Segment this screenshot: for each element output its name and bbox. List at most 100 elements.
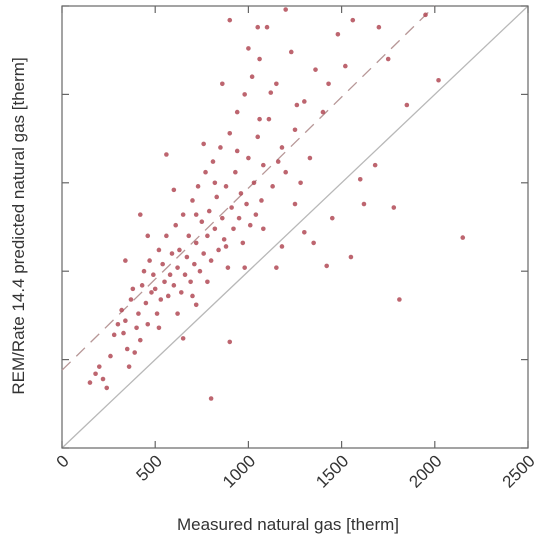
- data-point: [205, 279, 210, 285]
- data-point: [132, 350, 137, 355]
- y-axis-ticks: [62, 5, 528, 449]
- data-point: [348, 254, 354, 260]
- data-point: [126, 364, 132, 369]
- data-point: [201, 141, 206, 147]
- data-point: [87, 380, 93, 385]
- data-point: [177, 247, 182, 253]
- data-points: [87, 7, 466, 401]
- plot-frame: [61, 5, 529, 449]
- data-point: [147, 258, 152, 263]
- data-point: [160, 261, 165, 267]
- data-point: [145, 233, 151, 239]
- data-point: [223, 244, 229, 249]
- data-point: [108, 353, 113, 359]
- data-point: [229, 205, 234, 210]
- data-point: [255, 134, 261, 140]
- data-point: [242, 265, 247, 270]
- data-point: [292, 201, 298, 207]
- data-point: [268, 90, 274, 95]
- data-point: [249, 74, 255, 80]
- data-point: [96, 364, 102, 369]
- data-point: [123, 258, 128, 263]
- data-point: [335, 31, 341, 37]
- data-point: [343, 63, 348, 69]
- data-point: [175, 311, 180, 316]
- data-point: [220, 215, 225, 221]
- data-point: [302, 99, 307, 104]
- data-point: [274, 81, 279, 87]
- data-point: [350, 17, 356, 23]
- data-point: [234, 109, 240, 115]
- data-point: [257, 116, 262, 122]
- data-point: [261, 162, 266, 168]
- data-point: [279, 244, 285, 249]
- data-point: [292, 127, 298, 133]
- data-point: [225, 265, 231, 270]
- fit-line-dashed: [61, 5, 436, 371]
- data-point: [205, 233, 210, 239]
- data-point: [385, 56, 391, 62]
- data-point: [283, 7, 288, 12]
- data-point: [218, 145, 223, 150]
- data-point: [197, 268, 203, 274]
- data-point: [188, 279, 193, 285]
- data-point: [274, 265, 279, 270]
- data-point: [311, 240, 316, 246]
- data-point: [100, 376, 106, 382]
- data-point: [193, 302, 199, 308]
- data-point: [143, 300, 149, 306]
- data-point: [460, 235, 466, 240]
- data-point: [184, 254, 190, 260]
- data-point: [227, 17, 233, 23]
- data-point: [288, 49, 294, 55]
- data-point: [279, 145, 285, 150]
- data-point: [216, 247, 221, 253]
- data-point: [136, 311, 141, 316]
- data-point: [156, 247, 162, 253]
- data-point: [329, 215, 335, 221]
- data-point: [201, 251, 206, 256]
- data-point: [251, 180, 257, 186]
- data-point: [193, 240, 199, 246]
- data-point: [253, 212, 259, 217]
- data-point: [167, 272, 173, 278]
- data-point: [128, 297, 134, 302]
- data-point: [123, 318, 128, 324]
- data-point: [372, 162, 378, 168]
- data-point: [212, 180, 218, 186]
- data-point: [149, 290, 154, 295]
- data-point: [255, 24, 261, 30]
- data-point: [130, 286, 136, 292]
- data-point: [195, 184, 201, 189]
- data-point: [238, 191, 244, 196]
- data-point: [178, 290, 184, 295]
- data-point: [270, 184, 275, 189]
- data-point: [111, 332, 117, 338]
- data-point: [193, 212, 199, 217]
- data-point: [423, 12, 428, 18]
- data-point: [121, 330, 126, 336]
- data-point: [162, 279, 167, 285]
- data-point: [307, 155, 313, 161]
- data-point: [175, 265, 180, 270]
- data-point: [171, 283, 177, 288]
- data-point: [320, 109, 326, 115]
- data-point: [173, 222, 179, 228]
- one-to-one-line: [61, 5, 529, 449]
- data-point: [361, 201, 367, 207]
- data-point: [357, 176, 363, 182]
- data-point: [171, 187, 177, 193]
- data-point: [397, 297, 402, 302]
- data-point: [180, 336, 186, 341]
- data-point: [231, 226, 236, 232]
- data-point: [119, 307, 124, 313]
- data-point: [124, 346, 130, 352]
- data-point: [246, 155, 251, 161]
- data-point: [326, 81, 331, 87]
- data-point: [158, 297, 164, 302]
- data-point: [259, 198, 264, 203]
- data-point: [212, 226, 218, 232]
- data-point: [391, 205, 397, 210]
- data-point: [266, 116, 272, 122]
